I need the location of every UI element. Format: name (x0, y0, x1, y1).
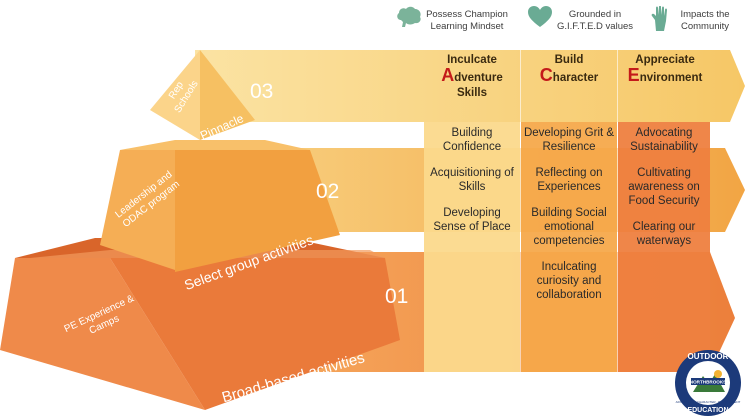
tier-number-3: 03 (250, 80, 274, 103)
list-item: Developing Grit & Resilience (523, 127, 615, 153)
header-mindset: Possess Champion Learning Mindset (396, 6, 508, 48)
title-rest: haracter (552, 72, 599, 84)
column-title-pre: Inculcate (447, 54, 497, 66)
header-community: Impacts the Community (651, 6, 735, 48)
column-title-pre: Appreciate (635, 54, 695, 66)
column-title-character: Build Character (521, 53, 617, 86)
title-initial: E (627, 65, 640, 85)
tier-number-2: 02 (316, 180, 340, 203)
list-item: Inculcating curiosity and collaboration (536, 261, 602, 301)
pyramid-tier-1-left (0, 258, 205, 410)
logo-top-text: OUTDOOR (688, 352, 729, 361)
column-items-environment: Advocating Sustainability Cultivating aw… (619, 126, 709, 260)
column-title-environment: Appreciate Environment (618, 53, 712, 86)
band-tier-3 (195, 50, 745, 122)
list-item: Acquisitioning of Skills (430, 167, 514, 193)
pyramid-tier-3-left (150, 50, 200, 140)
title-initial: A (441, 65, 455, 85)
pyramid-tier-2-front (175, 150, 340, 272)
logo-mid-text: NORTHBROOKS (690, 380, 727, 385)
brain-icon (397, 6, 421, 27)
hand-icon (651, 6, 667, 31)
tier-number-1: 01 (385, 285, 409, 308)
outdoor-education-logo: OUTDOOR NORTHBROOKS EDUCATION ADVENTURE … (675, 350, 741, 416)
pyramid-tier-1-front (110, 258, 400, 410)
pyramid-tier-2-top (120, 140, 310, 150)
column-title-post: Skills (456, 87, 488, 99)
title-rest: dventure (454, 72, 503, 84)
column-title-main: Environment (618, 65, 712, 86)
header-mindset-text: Possess Champion Learning Mindset (426, 9, 508, 32)
list-item: Developing Sense of Place (433, 207, 511, 233)
column-title-main: Character (521, 65, 617, 86)
header-values: Grounded in G.I.F.T.E.D values (528, 6, 634, 48)
heart-icon (528, 6, 552, 27)
list-item: Building Social emotional competencies (531, 207, 607, 247)
list-item: Clearing our waterways (632, 221, 696, 247)
column-items-character: Developing Grit & Resilience Reflecting … (523, 126, 615, 314)
column-panel-environment (618, 122, 710, 372)
column-items-adventure: Building Confidence Acquisitioning of Sk… (426, 126, 518, 246)
column-panel-adventure (424, 122, 520, 372)
header-values-text: Grounded in G.I.F.T.E.D values (556, 9, 634, 32)
list-item: Cultivating awareness on Food Security (628, 167, 700, 207)
column-title-pre: Build (554, 54, 584, 66)
title-initial: C (539, 65, 553, 85)
pyramid-tier-2-left (100, 150, 175, 270)
list-item: Advocating Sustainability (630, 127, 698, 153)
list-item: Building Confidence (442, 127, 502, 153)
header-community-text: Impacts the Community (680, 9, 730, 32)
column-panel-character (521, 122, 617, 372)
pyramid-tier-3-front (200, 50, 255, 140)
column-title-main: Adventure (424, 65, 520, 86)
column-title-adventure: Inculcate Adventure Skills (424, 53, 520, 101)
title-rest: nvironment (639, 72, 703, 84)
list-item: Reflecting on Experiences (535, 167, 603, 193)
logo-motto: ADVENTURE · CHARACTER · ENVIRONMENT (676, 400, 741, 404)
logo-bottom-text: EDUCATION (687, 407, 728, 414)
